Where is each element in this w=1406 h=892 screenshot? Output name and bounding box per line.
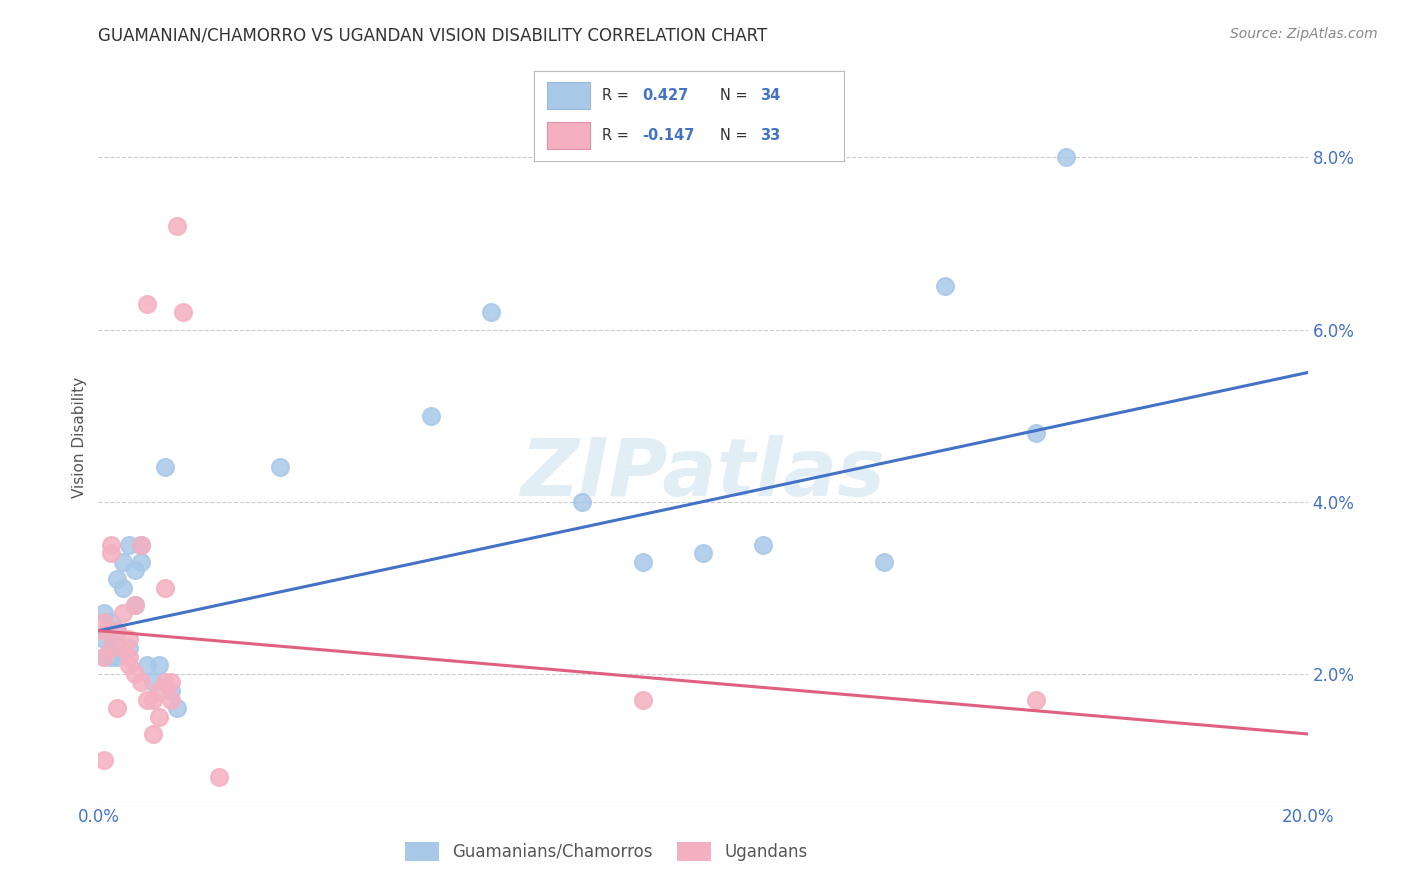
Point — [124, 564, 146, 578]
FancyBboxPatch shape — [547, 82, 591, 109]
Point — [135, 296, 157, 310]
Text: 33: 33 — [761, 128, 780, 143]
Point — [631, 692, 654, 706]
Point — [142, 692, 165, 706]
Point — [269, 460, 291, 475]
Text: N =: N = — [720, 88, 752, 103]
Point — [118, 640, 141, 655]
Point — [208, 770, 231, 784]
Point — [1024, 425, 1046, 440]
Text: Source: ZipAtlas.com: Source: ZipAtlas.com — [1230, 27, 1378, 41]
Point — [93, 615, 115, 629]
Point — [124, 598, 146, 612]
Text: N =: N = — [720, 128, 752, 143]
Point — [571, 494, 593, 508]
Point — [135, 692, 157, 706]
Point — [93, 649, 115, 664]
Point — [118, 658, 141, 673]
Text: R =: R = — [602, 88, 634, 103]
Point — [100, 640, 122, 655]
Point — [100, 615, 122, 629]
Point — [148, 684, 170, 698]
Point — [105, 572, 128, 586]
Point — [692, 546, 714, 560]
Point — [100, 640, 122, 655]
Text: -0.147: -0.147 — [643, 128, 695, 143]
Point — [100, 538, 122, 552]
Point — [129, 555, 152, 569]
Point — [118, 649, 141, 664]
Point — [481, 305, 503, 319]
Point — [93, 624, 115, 638]
Point — [142, 727, 165, 741]
Point — [153, 581, 176, 595]
Text: 0.427: 0.427 — [643, 88, 689, 103]
Point — [105, 624, 128, 638]
Point — [111, 555, 134, 569]
Point — [142, 675, 165, 690]
Point — [148, 710, 170, 724]
Y-axis label: Vision Disability: Vision Disability — [72, 376, 87, 498]
Point — [148, 658, 170, 673]
Point — [129, 675, 152, 690]
Point — [166, 219, 188, 234]
Point — [100, 649, 122, 664]
Point — [752, 538, 775, 552]
Point — [124, 666, 146, 681]
Point — [105, 649, 128, 664]
Point — [135, 658, 157, 673]
Point — [873, 555, 896, 569]
Text: ZIPatlas: ZIPatlas — [520, 434, 886, 513]
Point — [93, 753, 115, 767]
Point — [153, 675, 176, 690]
Point — [111, 640, 134, 655]
Point — [153, 460, 176, 475]
Point — [105, 624, 128, 638]
Point — [93, 649, 115, 664]
Point — [160, 684, 183, 698]
Point — [420, 409, 443, 423]
Point — [1054, 150, 1077, 164]
Point — [934, 279, 956, 293]
Point — [1024, 692, 1046, 706]
Legend: Guamanians/Chamorros, Ugandans: Guamanians/Chamorros, Ugandans — [398, 835, 814, 868]
Point — [93, 632, 115, 647]
Point — [111, 607, 134, 621]
Point — [129, 538, 152, 552]
Point — [160, 692, 183, 706]
Text: 34: 34 — [761, 88, 780, 103]
Point — [160, 675, 183, 690]
Point — [105, 701, 128, 715]
Text: R =: R = — [602, 128, 634, 143]
Point — [100, 546, 122, 560]
FancyBboxPatch shape — [547, 122, 591, 149]
Text: GUAMANIAN/CHAMORRO VS UGANDAN VISION DISABILITY CORRELATION CHART: GUAMANIAN/CHAMORRO VS UGANDAN VISION DIS… — [98, 27, 768, 45]
Point — [631, 555, 654, 569]
Point — [129, 538, 152, 552]
Point — [124, 598, 146, 612]
Point — [118, 632, 141, 647]
Point — [93, 607, 115, 621]
Point — [118, 538, 141, 552]
Point — [166, 701, 188, 715]
Point — [111, 581, 134, 595]
Point — [172, 305, 194, 319]
